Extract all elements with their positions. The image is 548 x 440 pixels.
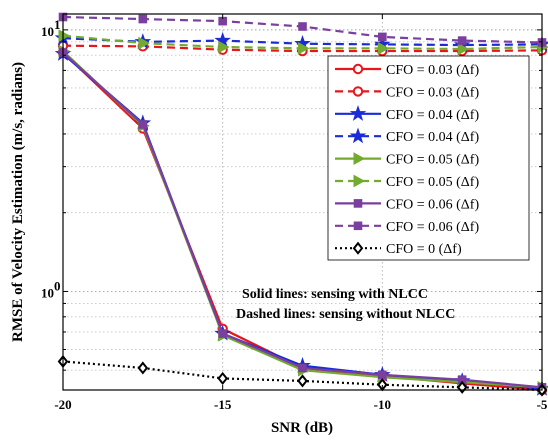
y-tick-label: 10 0 — [41, 278, 61, 300]
annotation-dashed-lines: Dashed lines: sensing without NLCC — [236, 307, 455, 322]
data-point — [218, 329, 227, 338]
x-tick-label: -20 — [54, 397, 71, 412]
legend-marker — [353, 174, 366, 188]
y-tick-label-base: 10 — [41, 24, 54, 39]
x-axis-label: SNR (dB) — [271, 420, 333, 436]
series-group — [54, 12, 548, 397]
legend-entry: CFO = 0.03 (Δf) — [335, 63, 479, 78]
x-tick-label: -10 — [374, 397, 391, 412]
legend-label: CFO = 0.06 (Δf) — [386, 220, 479, 235]
data-point — [378, 370, 387, 380]
data-point — [298, 41, 310, 55]
legend-label: CFO = 0.06 (Δf) — [386, 197, 479, 212]
x-tick-label: -15 — [214, 397, 232, 412]
data-point — [377, 41, 390, 55]
legend-entry: CFO = 0 (Δf) — [335, 241, 462, 257]
legend-marker — [353, 199, 363, 208]
y-axis-label: RMSE of Velocity Estimation (m/s, radian… — [10, 62, 26, 342]
data-point — [378, 32, 387, 42]
legend-label: CFO = 0 (Δf) — [386, 242, 462, 257]
legend-label: CFO = 0.03 (Δf) — [386, 85, 479, 100]
legend-entry: CFO = 0.06 (Δf) — [335, 197, 479, 212]
legend-label: CFO = 0.05 (Δf) — [386, 175, 479, 190]
x-tick-label: -5 — [537, 397, 548, 412]
legend-entry: CFO = 0.03 (Δf) — [335, 85, 479, 100]
data-point — [138, 36, 150, 50]
data-point — [138, 14, 148, 24]
legend-entry: CFO = 0.04 (Δf) — [335, 127, 479, 145]
y-tick-label: 10 1 — [41, 17, 61, 39]
legend-marker — [352, 63, 364, 75]
legend-label: CFO = 0.04 (Δf) — [386, 130, 479, 145]
legend-entry: CFO = 0.05 (Δf) — [335, 152, 479, 168]
legend-marker — [349, 127, 367, 144]
data-point — [137, 361, 149, 375]
data-point — [298, 22, 307, 31]
y-tick-label-exponent: 0 — [54, 278, 61, 293]
legend-marker — [353, 221, 363, 231]
legend-label: CFO = 0.04 (Δf) — [386, 108, 479, 123]
y-tick-label-exponent: 1 — [54, 17, 61, 32]
legend-marker — [352, 241, 364, 255]
legend-marker — [352, 86, 364, 97]
legend-entry: CFO = 0.05 (Δf) — [335, 174, 479, 190]
data-point — [297, 374, 308, 388]
legend-label: CFO = 0.03 (Δf) — [386, 63, 479, 78]
data-point — [457, 36, 467, 45]
series-6 — [58, 29, 548, 56]
legend-marker — [349, 105, 367, 121]
legend-label: CFO = 0.05 (Δf) — [386, 153, 479, 168]
annotation-solid-lines: Solid lines: sensing with NLCC — [242, 287, 428, 302]
x-tick-labels: -20 -15 -10 -5 — [54, 397, 548, 412]
legend-entry: CFO = 0.06 (Δf) — [335, 220, 479, 235]
legend-entry: CFO = 0.04 (Δf) — [335, 105, 479, 123]
legend-marker — [353, 152, 366, 165]
data-point — [218, 40, 230, 54]
data-point — [298, 363, 307, 373]
legend: CFO = 0.03 (Δf) CFO = 0.03 (Δf) CFO = 0.04… — [327, 55, 530, 261]
y-tick-label-base: 10 — [41, 285, 54, 300]
plot-frame — [62, 13, 543, 391]
data-point — [58, 29, 71, 43]
data-point — [457, 42, 470, 56]
data-point — [217, 371, 228, 386]
tick-marks — [62, 14, 543, 390]
data-point — [138, 120, 148, 129]
